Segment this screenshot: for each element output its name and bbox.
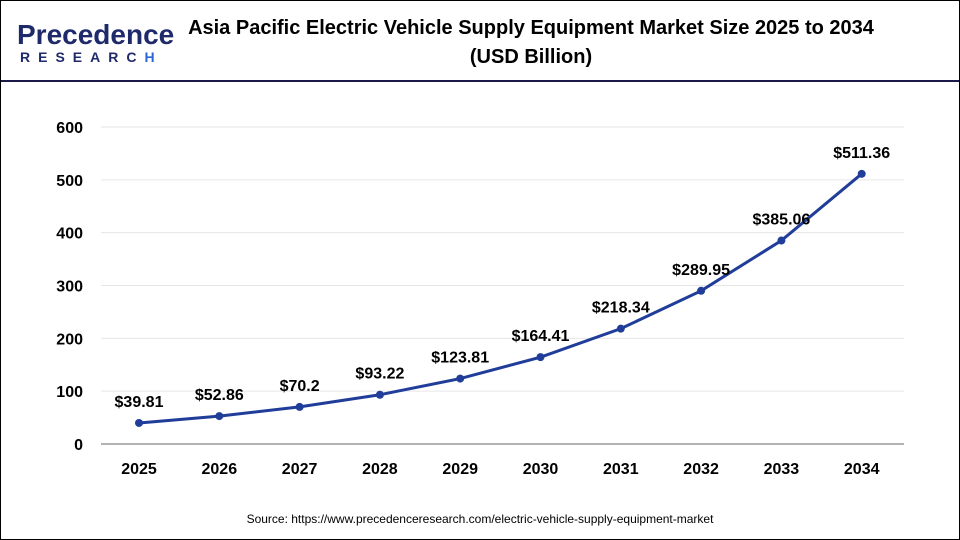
x-tick-label: 2029 bbox=[442, 461, 478, 478]
y-tick-label: 500 bbox=[56, 173, 83, 190]
data-label: $289.95 bbox=[672, 262, 730, 279]
data-label: $39.81 bbox=[115, 394, 164, 411]
data-point bbox=[295, 402, 304, 411]
x-tick-label: 2031 bbox=[603, 461, 639, 478]
x-tick-label: 2027 bbox=[282, 461, 318, 478]
chart-title: Asia Pacific Electric Vehicle Supply Equ… bbox=[188, 17, 874, 68]
x-tick-label: 2032 bbox=[683, 461, 719, 478]
series-line bbox=[138, 172, 863, 425]
data-point bbox=[777, 236, 786, 245]
x-tick-label: 2033 bbox=[764, 461, 800, 478]
y-tick-label: 400 bbox=[56, 226, 83, 243]
y-tick-label: 200 bbox=[56, 331, 83, 348]
y-tick-label: 600 bbox=[56, 120, 83, 137]
data-point bbox=[135, 418, 143, 427]
data-label: $511.36 bbox=[833, 145, 890, 162]
source-note: Source: https://www.precedenceresearch.c… bbox=[246, 512, 714, 526]
data-label: $218.34 bbox=[592, 300, 650, 317]
data-label: $123.81 bbox=[431, 350, 489, 367]
data-label: $52.86 bbox=[195, 387, 244, 404]
data-point bbox=[375, 390, 384, 399]
data-point bbox=[697, 286, 706, 295]
x-tick-label: 2028 bbox=[362, 461, 398, 478]
data-point bbox=[857, 169, 866, 178]
data-label: $385.06 bbox=[752, 212, 810, 229]
y-tick-label: 300 bbox=[56, 279, 83, 296]
data-point bbox=[456, 374, 465, 383]
data-point bbox=[616, 324, 625, 333]
data-label: $93.22 bbox=[355, 366, 404, 383]
x-tick-label: 2025 bbox=[121, 461, 157, 478]
x-tick-label: 2026 bbox=[202, 461, 238, 478]
logo-line1: Precedence bbox=[17, 19, 175, 50]
x-tick-label: 2030 bbox=[523, 461, 559, 478]
y-tick-label: 100 bbox=[56, 384, 83, 401]
data-point bbox=[536, 353, 545, 362]
data-label: $70.2 bbox=[280, 378, 320, 395]
precedence-research-logo: Precedence RESEARCH bbox=[17, 19, 175, 66]
data-label: $164.41 bbox=[512, 328, 570, 345]
header: Precedence RESEARCH Asia Pacific Electri… bbox=[1, 1, 959, 82]
y-tick-label: 0 bbox=[74, 437, 83, 454]
logo-line2: RESEARCH bbox=[20, 49, 163, 65]
x-tick-label: 2034 bbox=[844, 461, 880, 478]
data-point bbox=[215, 412, 224, 421]
